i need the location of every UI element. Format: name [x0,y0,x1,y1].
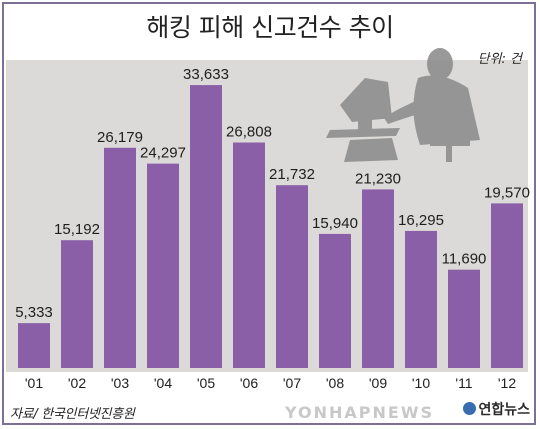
value-label-8: 21,230 [355,170,401,187]
source-note: 자료/ 한국인터넷진흥원 [10,407,135,422]
bars-group [18,85,523,368]
value-label-6: 21,732 [269,166,315,183]
x-tick-label-10: '11 [455,375,472,391]
x-tick-label-0: '01 [25,375,43,391]
bar-10 [448,269,480,368]
value-label-3: 24,297 [140,145,186,162]
x-tick-label-8: '09 [369,375,387,391]
x-tick-label-6: '07 [283,375,301,391]
watermark: YONHAPNEWS [285,403,434,422]
unit-label: 단위: 건 [477,52,522,67]
x-tick-label-5: '06 [240,375,258,391]
value-label-2: 26,179 [97,129,143,146]
x-tick-label-11: '12 [498,375,516,391]
bar-2 [104,147,136,368]
bar-11 [491,203,523,368]
yonhap-logo: 연합뉴스 [463,399,530,419]
x-tick-label-9: '10 [412,375,430,391]
value-label-0: 5,333 [15,304,53,321]
bar-7 [319,233,351,368]
value-label-1: 15,192 [54,221,100,238]
bar-6 [276,185,308,368]
x-tick-label-2: '03 [111,375,129,391]
bar-8 [362,189,394,368]
value-label-9: 16,295 [398,212,444,229]
logo-text: 연합뉴스 [478,402,530,418]
x-tick-labels-group: '01 '02 '03 '04 '05 '06 '07 '08 '09 '10 '11 '12 [25,375,516,391]
bar-1 [61,240,93,368]
bar-4 [190,85,222,368]
value-label-11: 19,570 [484,184,530,201]
value-label-10: 11,690 [442,251,487,268]
bar-9 [405,230,437,368]
bar-0 [18,323,50,368]
value-label-7: 15,940 [312,215,358,232]
x-tick-label-7: '08 [326,375,344,391]
bar-3 [147,163,179,368]
value-label-5: 26,808 [226,123,272,140]
bar-5 [233,142,265,368]
person-at-computer-icon [326,48,480,162]
x-tick-label-3: '04 [154,375,172,391]
logo-mark-icon [463,402,477,415]
x-tick-label-4: '05 [197,375,215,391]
value-label-4: 33,633 [183,66,229,83]
x-tick-label-1: '02 [68,375,86,391]
chart-title: 해킹 피해 신고건수 추이 [146,13,394,42]
